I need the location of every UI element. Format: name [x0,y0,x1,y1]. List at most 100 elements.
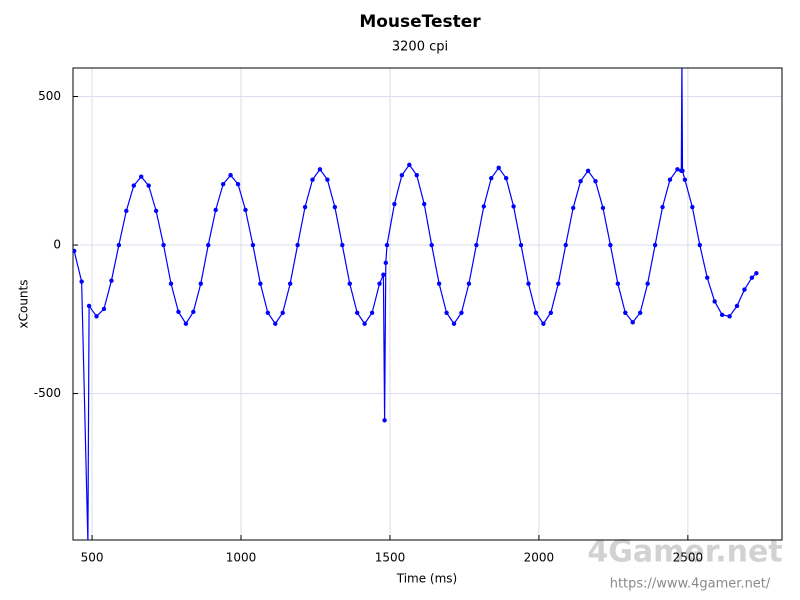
data-point [79,279,84,284]
data-point [600,205,606,211]
data-point [749,275,755,280]
data-point [116,242,122,248]
data-point [444,310,449,315]
chart-subtitle: 3200 cpi [392,40,448,55]
data-point [384,242,390,248]
data-point [712,299,717,304]
data-point [615,281,621,286]
data-point [392,201,397,207]
data-point [638,310,643,315]
data-point [369,310,375,315]
data-point [362,321,367,326]
data-point [243,207,248,213]
plot-area [73,59,759,540]
data-point [381,272,386,277]
data-point [734,303,740,309]
data-point [563,242,568,248]
data-point [645,281,650,286]
data-point [680,168,685,173]
y-axis-label: xCounts [17,280,31,329]
data-point [183,321,189,326]
data-point [198,281,203,286]
data-point [250,242,256,248]
data-point [451,321,457,326]
data-point [608,242,613,248]
data-point [742,287,747,292]
data-point [317,167,323,172]
data-point [511,204,516,209]
data-point [652,242,658,248]
data-point [176,309,181,315]
data-point [332,204,338,210]
data-point [481,204,487,209]
data-point [340,242,345,248]
data-point [533,310,539,315]
data-point [474,242,479,248]
data-point [578,178,583,184]
data-point [548,310,554,315]
data-point [593,178,598,184]
data-point [131,183,136,188]
x-axis-label: Time (ms) [396,572,458,586]
data-point [660,204,665,210]
data-point [407,162,412,168]
data-point [459,310,464,315]
data-point [213,207,218,213]
x-tick-label: 1000 [226,551,257,565]
data-point [273,321,278,326]
data-point [87,539,89,540]
data-point [630,320,635,325]
series-line [73,68,757,540]
data-point [146,183,151,188]
data-point [719,312,725,318]
data-point [383,260,388,266]
y-tick-label: -500 [34,386,61,400]
data-point [265,310,271,315]
data-point [161,242,166,248]
data-point [295,242,300,248]
data-point [94,314,99,319]
y-tick-label: 500 [38,89,61,103]
chart-title: MouseTester [359,12,481,32]
data-point [325,177,330,182]
data-point [489,176,494,181]
data-point [754,271,759,276]
data-point [382,418,387,423]
data-point [377,281,382,286]
data-point [570,205,576,211]
data-point [287,281,293,286]
data-point [496,165,501,171]
data-point [280,310,285,315]
data-point [667,177,673,182]
data-point [235,181,241,187]
data-point [73,248,77,254]
data-point [86,303,92,309]
data-point [690,204,695,210]
plot-frame [72,67,783,541]
data-point [705,275,710,280]
y-tick-label: 0 [53,238,61,252]
data-point [347,281,352,286]
data-point [556,281,561,286]
data-point [220,181,226,187]
x-tick-label: 500 [81,551,104,565]
data-point [153,208,159,214]
data-point [101,306,107,312]
data-point [399,173,405,178]
data-point [354,310,360,315]
data-point [168,281,174,286]
data-point [680,59,684,63]
data-point [228,173,233,178]
data-point [697,242,702,248]
data-point [139,174,144,179]
data-point [414,173,419,178]
data-point [429,242,434,248]
data-point [541,321,546,326]
data-point [436,281,442,286]
data-point [206,242,211,248]
data-point [310,177,315,182]
data-point [191,309,196,315]
data-point [518,242,524,248]
data-point [727,314,732,319]
